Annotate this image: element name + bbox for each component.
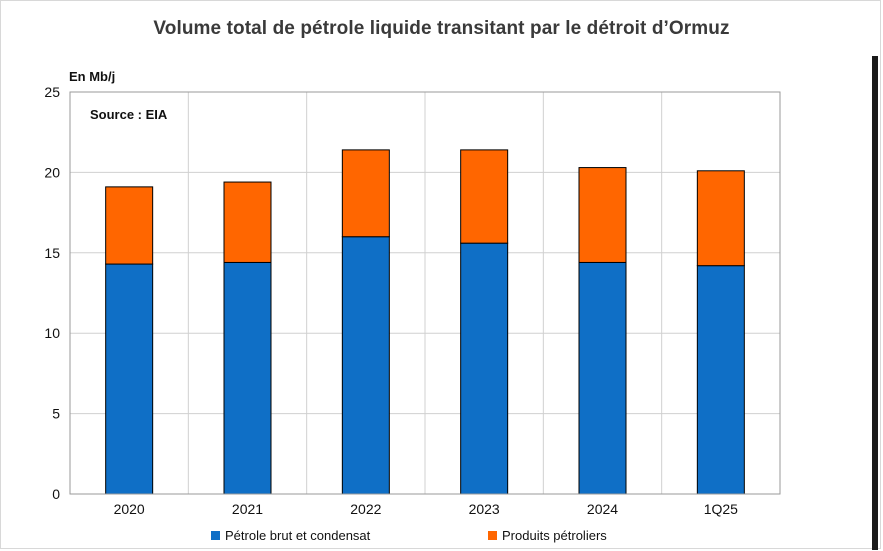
x-tick-labels: 2020 2021 2022 2023 2024 1Q25 [114,501,739,517]
bars [105,149,745,495]
legend-item-products: Produits pétroliers [488,528,607,543]
chart-title: Volume total de pétrole liquide transita… [153,18,730,39]
bar-crude-2021 [223,261,272,495]
legend-swatch-crude [211,531,220,540]
y-axis-unit-label: En Mb/j [69,69,116,84]
x-tick-label: 2021 [232,501,263,517]
bar-crude-1Q25 [696,265,745,495]
bar-products-2020 [105,186,154,265]
y-tick-label: 5 [52,406,60,422]
x-tick-label: 2020 [114,501,145,517]
x-tick-label: 2023 [469,501,500,517]
y-tick-label: 25 [44,84,60,100]
window-edge [872,56,878,550]
bar-products-2021 [223,181,272,263]
plot-area-border [69,91,781,495]
x-tick-label: 2024 [587,501,618,517]
legend-label-crude: Pétrole brut et condensat [225,528,371,543]
y-tick-label: 20 [44,164,60,180]
bar-crude-2022 [341,236,390,495]
y-tick-label: 10 [44,325,60,341]
x-tick-label: 2022 [350,501,381,517]
legend-item-crude: Pétrole brut et condensat [211,528,370,543]
y-tick-labels: 0 5 10 15 20 25 [44,84,60,502]
y-tick-label: 0 [52,486,60,502]
bar-products-2024 [578,167,627,263]
bar-products-1Q25 [696,170,745,267]
plot-border [69,91,781,495]
bar-crude-2023 [460,242,509,495]
legend-swatch-products [488,531,497,540]
bar-products-2023 [460,149,509,244]
source-annotation: Source : EIA [90,107,168,122]
bar-crude-2020 [105,263,154,495]
legend-label-products: Produits pétroliers [502,528,607,543]
y-tick-label: 15 [44,245,60,261]
bar-products-2022 [341,149,390,238]
bar-crude-2024 [578,261,627,495]
gridlines [70,92,780,494]
x-tick-label: 1Q25 [704,501,738,517]
